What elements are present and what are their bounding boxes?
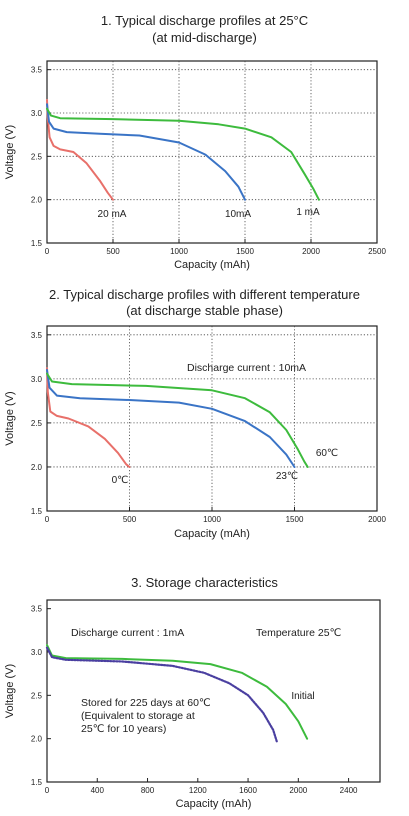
chart3-storage-note-line: (Equivalent to storage at (81, 710, 195, 722)
chart3-y-tick-label: 2.5 (31, 691, 43, 700)
chart2-y-tick-label: 2.5 (31, 419, 43, 428)
chart3-storage-note-line: 25℃ for 10 years) (81, 723, 166, 735)
chart3-annotation-temperature: Temperature 25℃ (256, 627, 341, 639)
chart2-series-line-0 (46, 367, 131, 468)
chart1-x-axis-label: Capacity (mAh) (174, 259, 250, 271)
chart3-x-tick-label: 2400 (340, 786, 358, 795)
chart3-frame (46, 599, 381, 783)
chart3-x-tick-label: 1600 (239, 786, 257, 795)
chart3-series-line-0 (46, 644, 309, 740)
chart1-x-tick-label: 0 (45, 247, 50, 256)
chart1-y-tick-label: 2.0 (31, 196, 43, 205)
chart1-title-line1: 1. Typical discharge profiles at 25°C (100, 13, 309, 28)
chart1-y-tick-label: 3.5 (31, 66, 43, 75)
chart2-series-label: 23℃ (276, 471, 298, 482)
chart3-annotation-current: Discharge current : 1mA (71, 627, 184, 639)
chart2-y-tick-label: 1.5 (31, 507, 43, 516)
chart1-y-tick-label: 2.5 (31, 152, 43, 161)
chart2-series-label: 0℃ (112, 475, 129, 486)
chart3-storage-note-line: Stored for 225 days at 60℃ (81, 697, 211, 709)
chart3-y-tick-label: 3.5 (31, 605, 43, 614)
chart1-series-label: 10mA (225, 209, 251, 220)
chart1-series-line-0 (46, 99, 114, 201)
chart3-x-axis-label: Capacity (mAh) (176, 798, 252, 810)
chart3-series-line-1 (45, 646, 279, 744)
chart2-y-tick-label: 2.0 (31, 463, 43, 472)
chart3-series-label: Initial (291, 691, 314, 702)
chart2-x-tick-label: 0 (45, 515, 50, 524)
chart2-x-tick-label: 500 (123, 515, 137, 524)
chart2-series-line-1 (46, 369, 296, 468)
chart2-x-tick-label: 1500 (286, 515, 304, 524)
chart2-x-tick-label: 1000 (203, 515, 221, 524)
chart1-series-label: 20 mA (98, 209, 127, 220)
chart3-x-tick-label: 400 (91, 786, 105, 795)
chart3-x-tick-label: 1200 (189, 786, 207, 795)
chart1-x-tick-label: 2000 (302, 247, 320, 256)
chart2-x-axis-label: Capacity (mAh) (174, 528, 250, 540)
chart2-title-line1: 2. Typical discharge profiles with diffe… (49, 287, 360, 302)
chart1-title-line2: (at mid-discharge) (152, 30, 257, 45)
chart1-x-tick-label: 1500 (236, 247, 254, 256)
chart2-y-tick-label: 3.5 (31, 331, 43, 340)
chart3-x-tick-label: 2000 (289, 786, 307, 795)
chart2-title-line2: (at discharge stable phase) (126, 303, 283, 318)
chart1-y-axis-label: Voltage (V) (4, 125, 16, 179)
chart1-series-line-1 (46, 103, 246, 201)
chart1-y-tick-label: 1.5 (31, 239, 43, 248)
chart2-y-tick-label: 3.0 (31, 375, 43, 384)
chart2-series-label: 60℃ (316, 448, 338, 459)
chart2-y-axis-label: Voltage (V) (4, 391, 16, 445)
chart2-series-line-2 (46, 372, 309, 468)
chart1-frame (46, 60, 378, 244)
chart1-x-tick-label: 500 (106, 247, 120, 256)
chart1-y-tick-label: 3.0 (31, 109, 43, 118)
chart1-x-tick-label: 1000 (170, 247, 188, 256)
chart2-annotation-current: Discharge current : 10mA (187, 362, 306, 374)
chart3-y-tick-label: 3.0 (31, 648, 43, 657)
chart3-y-tick-label: 2.0 (31, 735, 43, 744)
chart3-title: 3. Storage characteristics (131, 575, 278, 590)
chart1-series-line-2 (46, 107, 320, 201)
chart3-x-tick-label: 0 (45, 786, 50, 795)
chart3-x-tick-label: 800 (141, 786, 155, 795)
chart2-x-tick-label: 2000 (368, 515, 386, 524)
chart3-y-tick-label: 1.5 (31, 778, 43, 787)
chart3-y-axis-label: Voltage (V) (4, 664, 16, 718)
chart1-x-tick-label: 2500 (368, 247, 386, 256)
chart1-series-label: 1 mA (296, 207, 320, 218)
